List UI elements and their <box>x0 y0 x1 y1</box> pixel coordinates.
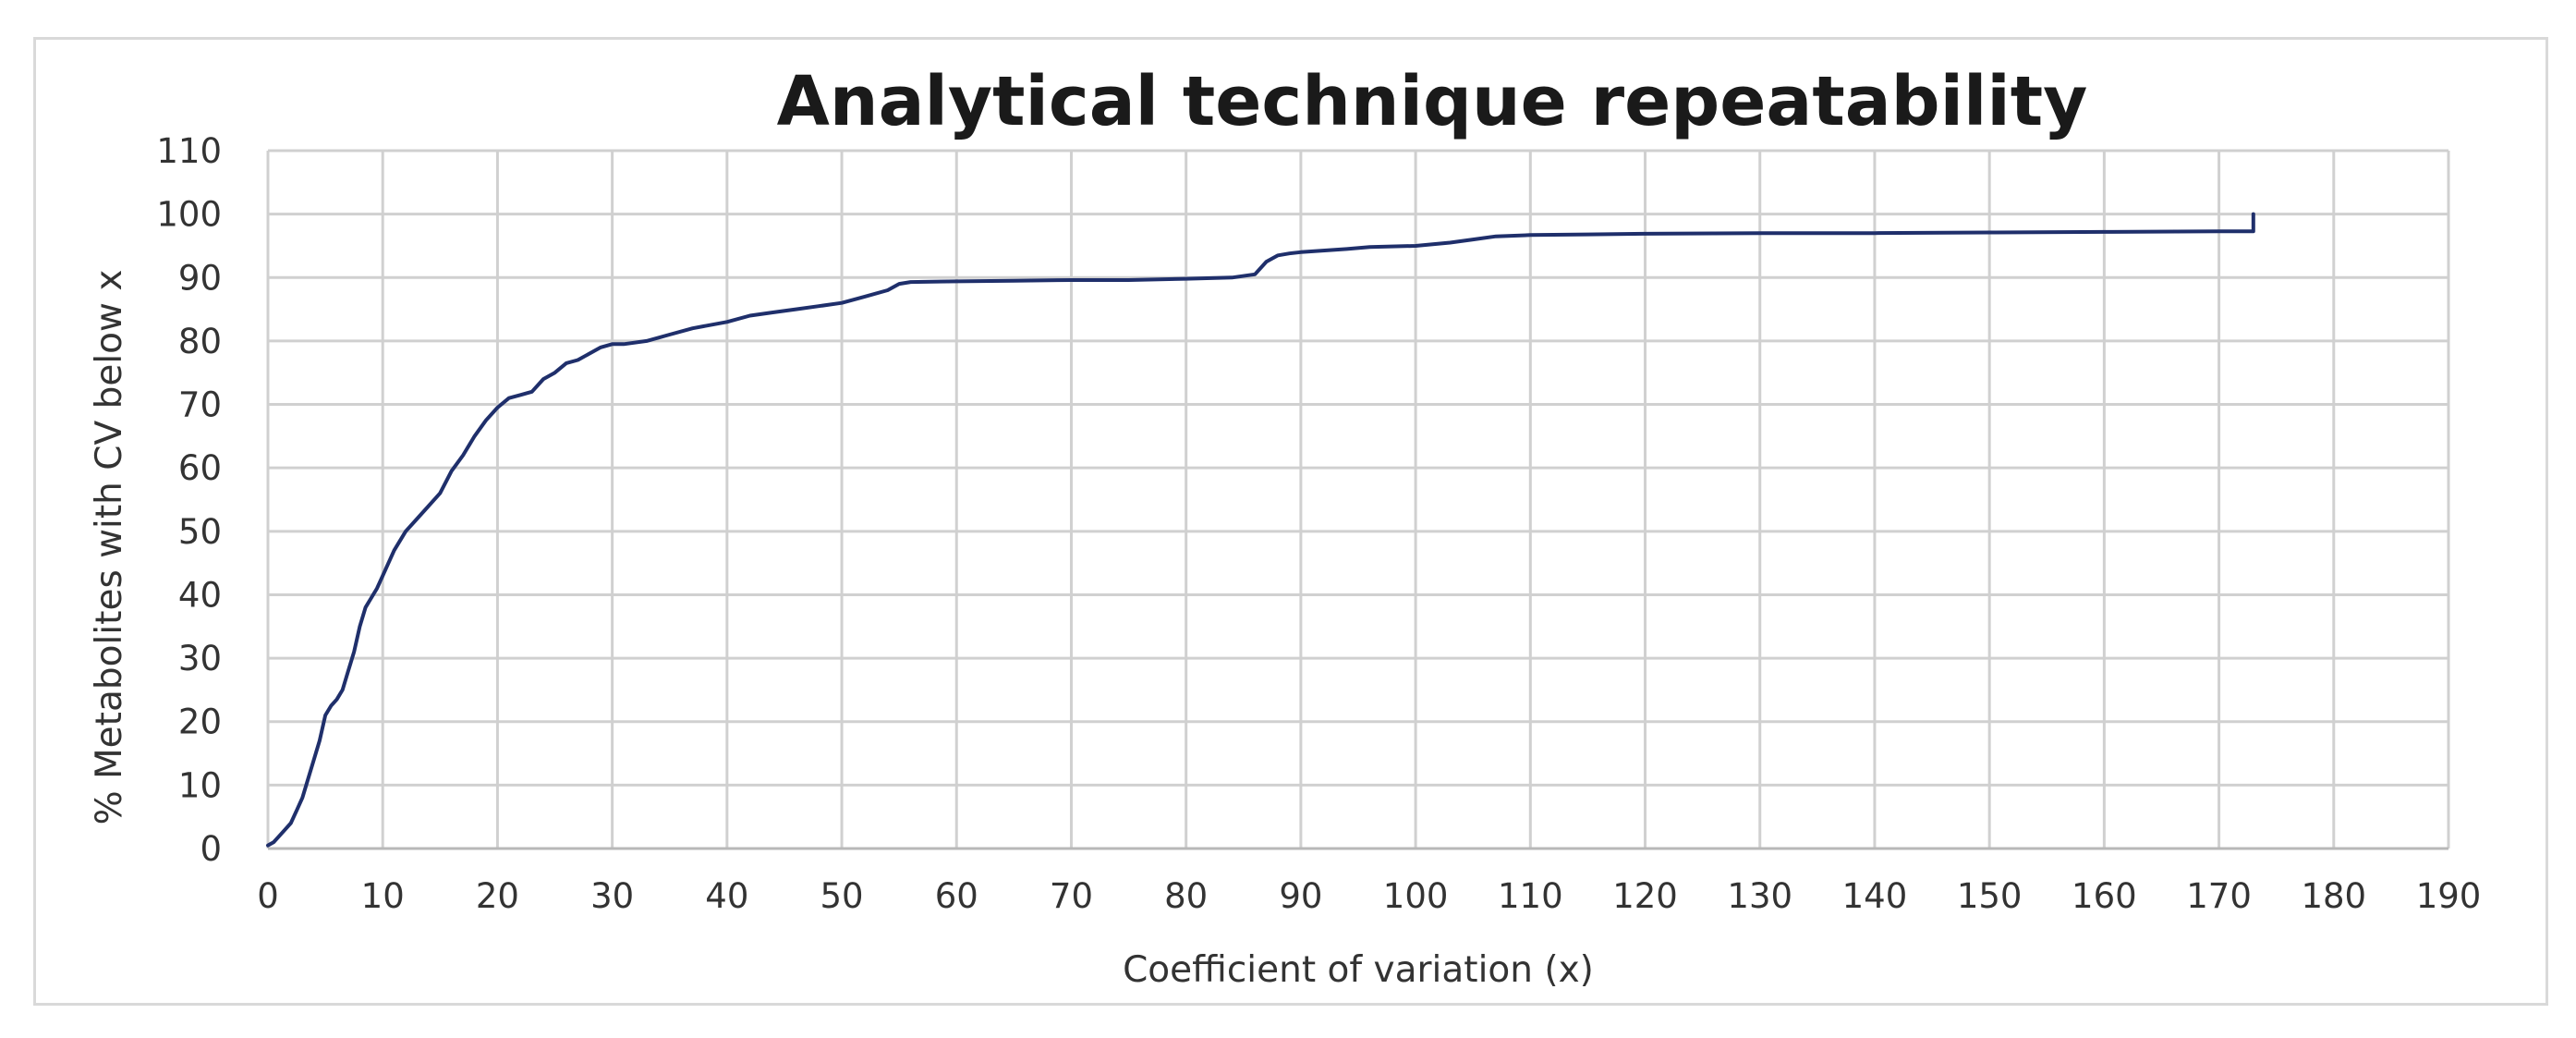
x-tick-label: 160 <box>2072 876 2137 916</box>
y-tick-label: 10 <box>178 765 222 805</box>
x-tick-label: 60 <box>935 876 978 916</box>
x-tick-label: 190 <box>2416 876 2482 916</box>
y-tick-label: 20 <box>178 702 222 742</box>
x-tick-label: 90 <box>1279 876 1322 916</box>
x-tick-label: 20 <box>476 876 519 916</box>
x-tick-label: 10 <box>361 876 405 916</box>
x-tick-label: 170 <box>2186 876 2252 916</box>
y-tick-labels: 0 10 20 30 40 50 60 70 80 90 100 110 <box>156 131 222 869</box>
x-tick-label: 30 <box>590 876 634 916</box>
y-axis-label: % Metabolites with CV below x <box>89 270 130 825</box>
chart-title: Analytical technique repeatability <box>777 62 2088 141</box>
y-tick-label: 50 <box>178 512 222 552</box>
x-tick-label: 180 <box>2301 876 2366 916</box>
chart-frame <box>33 37 2548 1006</box>
x-tick-label: 130 <box>1727 876 1792 916</box>
x-tick-label: 110 <box>1498 876 1563 916</box>
y-tick-label: 70 <box>178 385 222 425</box>
y-tick-label: 60 <box>178 448 222 488</box>
x-tick-label: 100 <box>1383 876 1449 916</box>
x-tick-label: 40 <box>705 876 748 916</box>
y-tick-label: 30 <box>178 639 222 678</box>
y-tick-label: 80 <box>178 322 222 361</box>
y-tick-label: 0 <box>200 829 222 869</box>
gridlines <box>266 149 2450 850</box>
y-tick-label: 40 <box>178 575 222 615</box>
x-tick-label: 150 <box>1957 876 2023 916</box>
series-lines <box>266 212 2255 848</box>
x-axis-label: Coefficient of variation (x) <box>1123 949 1594 991</box>
series-line-0 <box>266 212 2255 848</box>
x-tick-label: 50 <box>820 876 864 916</box>
x-tick-label: 0 <box>257 876 279 916</box>
y-tick-label: 100 <box>156 195 222 235</box>
x-tick-label: 120 <box>1612 876 1678 916</box>
x-tick-label: 140 <box>1842 876 1908 916</box>
y-tick-label: 110 <box>156 131 222 171</box>
y-tick-label: 90 <box>178 258 222 298</box>
x-tick-labels: 0 10 20 30 40 50 60 70 80 90 100 110 120 130 140 150 160… <box>257 876 2481 916</box>
x-tick-label: 80 <box>1164 876 1208 916</box>
x-tick-label: 70 <box>1050 876 1093 916</box>
